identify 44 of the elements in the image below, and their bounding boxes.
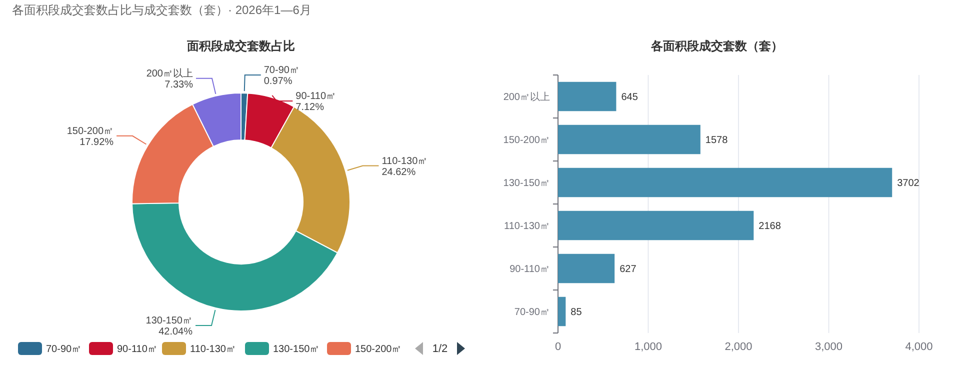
y-tick-label: 150-200㎡ [503, 135, 550, 146]
legend-label: 90-110㎡ [117, 344, 158, 355]
data-label: 1578 [705, 135, 728, 146]
bar [558, 210, 754, 240]
x-tick-label: 3,000 [814, 341, 843, 353]
data-label: 645 [621, 92, 638, 103]
y-tick-label: 130-150㎡ [503, 178, 550, 189]
slice-label: 110-130㎡ [382, 156, 428, 167]
legend-label: 70-90㎡ [46, 344, 82, 355]
y-tick-label: 200㎡以上 [503, 91, 550, 103]
bar [558, 254, 615, 284]
bar [558, 82, 616, 112]
bar [558, 168, 892, 198]
x-tick-label: 0 [554, 341, 562, 353]
data-label: 17.92% [80, 136, 114, 148]
legend-label: 110-130㎡ [190, 344, 236, 355]
data-label: 7.33% [164, 79, 194, 90]
slice-label: 130-150㎡ [146, 316, 193, 327]
chart-title: 各面积段成交套数（套） [650, 39, 783, 53]
slice-label: 150-200㎡ [66, 126, 114, 137]
legend-label: 130-150㎡ [273, 344, 320, 355]
y-tick-label: 110-130㎡ [504, 221, 550, 232]
legend-label: 150-200㎡ [355, 344, 402, 355]
bar [558, 296, 566, 326]
slice-label: 200㎡以上 [146, 67, 194, 80]
data-label: 627 [620, 264, 637, 275]
slice-label: 70-90㎡ [264, 65, 300, 76]
data-label: 24.62% [382, 166, 416, 178]
x-tick-label: 4,000 [905, 341, 933, 353]
y-tick-label: 90-110㎡ [510, 264, 550, 275]
text: 1/2 [432, 343, 448, 355]
data-label: 2168 [758, 221, 782, 232]
data-label: 7.12% [296, 102, 324, 114]
data-label: 0.97% [264, 76, 292, 88]
x-tick-label: 1,000 [634, 341, 662, 353]
data-label: 85 [570, 307, 582, 318]
x-tick-label: 2,000 [724, 341, 752, 353]
y-tick-label: 70-90㎡ [514, 307, 550, 318]
data-label: 42.04% [158, 326, 193, 338]
chart-subtitle: 各面积段成交套数占比与成交套数（套）· 2026年1—6月 [12, 3, 312, 17]
bar [558, 124, 700, 154]
chart-title: 面积段成交套数占比 [186, 39, 295, 53]
data-label: 3702 [897, 178, 920, 189]
slice-label: 90-110㎡ [296, 91, 336, 102]
